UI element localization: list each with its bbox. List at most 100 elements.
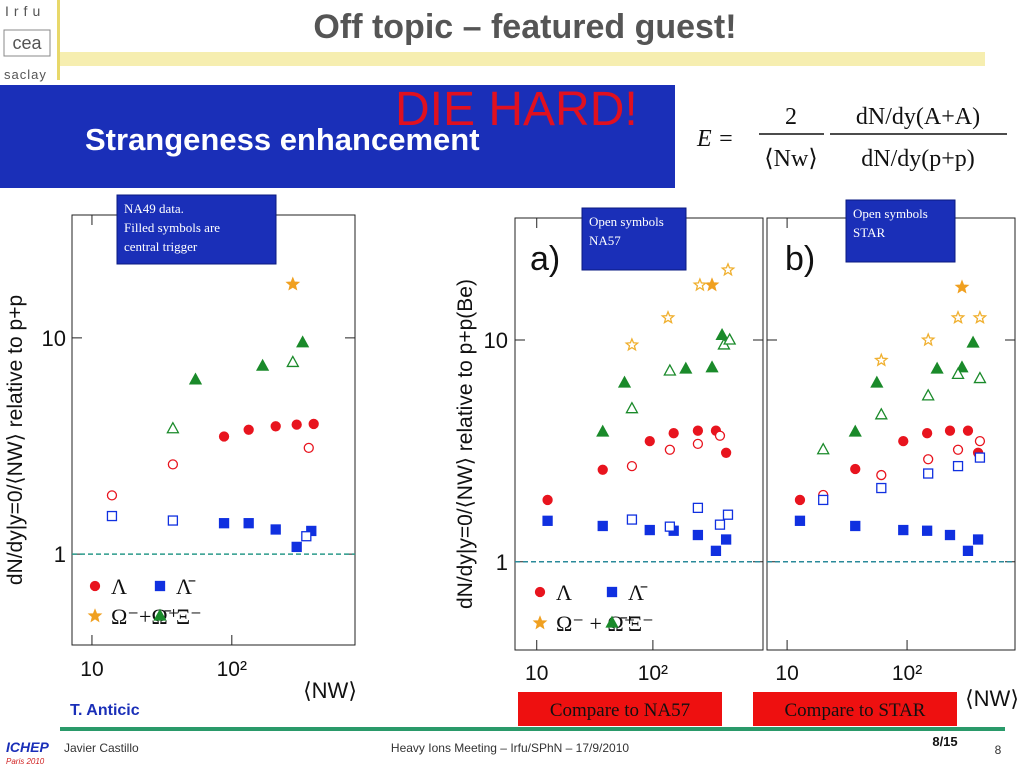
marker xyxy=(950,310,966,325)
note-box xyxy=(116,194,277,265)
marker xyxy=(715,327,729,340)
marker xyxy=(692,438,704,450)
marker xyxy=(720,447,732,458)
marker xyxy=(664,521,676,532)
button[interactable] xyxy=(753,692,957,726)
marker xyxy=(679,361,693,374)
marker xyxy=(944,425,956,436)
x-tick-label: 10 xyxy=(80,658,103,681)
marker xyxy=(617,375,632,388)
footer-event: Heavy Ions Meeting – Irfu/SPhN – 17/9/20… xyxy=(391,741,629,755)
footer-logo-sub: Paris 2010 xyxy=(6,757,45,766)
banner-title: Strangeness enhancement xyxy=(85,122,480,157)
marker xyxy=(218,431,230,442)
x-tick-label: 10² xyxy=(892,662,922,685)
marker xyxy=(921,428,933,439)
banner xyxy=(0,85,675,188)
marker xyxy=(962,425,974,436)
marker xyxy=(952,444,964,455)
x-axis-label: ⟨NW⟩ xyxy=(303,678,357,703)
legend-label: Λ xyxy=(556,580,572,605)
note-line: central trigger xyxy=(124,239,198,254)
x-tick-label: 10² xyxy=(638,662,668,685)
legend-label: Ω⁻+Ω̄⁺ xyxy=(111,604,179,629)
legend-label: Λ̄ xyxy=(628,580,648,605)
formula-num: dN/dy(A+A) xyxy=(856,104,980,130)
marker xyxy=(301,531,312,542)
marker xyxy=(644,435,655,447)
marker xyxy=(692,502,704,514)
footer-number: 8 xyxy=(995,743,1002,757)
header-stripe xyxy=(60,52,985,66)
marker xyxy=(974,435,986,447)
marker xyxy=(870,375,884,388)
marker xyxy=(626,514,638,525)
y-tick-label: 1 xyxy=(496,550,508,575)
note-box xyxy=(581,207,687,271)
marker xyxy=(243,424,254,435)
legend-marker xyxy=(606,586,618,598)
marker xyxy=(188,372,203,385)
marker xyxy=(270,421,281,432)
marker xyxy=(951,367,965,380)
legend-label: Ξ⁻ xyxy=(628,611,654,636)
y-axis-label: dN/dy|y=0/⟨NW⟩ relative to p+p xyxy=(4,295,27,585)
marker xyxy=(816,442,830,455)
button[interactable] xyxy=(518,692,722,726)
formula-den: dN/dy(p+p) xyxy=(861,146,975,172)
chart: 10 10² b) ⟨NW⟩ Open symbols STAR xyxy=(766,199,1019,711)
marker xyxy=(692,529,704,541)
note-line: Open symbols xyxy=(853,206,928,221)
marker xyxy=(218,518,230,529)
marker xyxy=(626,460,638,472)
marker xyxy=(664,444,676,455)
marker xyxy=(920,332,936,347)
y-axis-label: dN/dy|y=0/⟨NW⟩ relative to p+p(Be) xyxy=(454,279,477,609)
marker xyxy=(106,490,118,501)
marker xyxy=(972,310,988,325)
panel-label: b) xyxy=(785,240,815,278)
marker xyxy=(720,262,736,277)
formula-den: ⟨Nw⟩ xyxy=(764,146,817,172)
marker xyxy=(167,515,179,526)
marker xyxy=(722,509,734,520)
chart: 1 10 10 10² Λ Λ̄ Ω⁻+Ω̄⁺Ξ⁻ ⟨NW⟩ dN/dy|y=0/⟨NW⟩ re… xyxy=(4,194,357,703)
x-tick-label: 10² xyxy=(217,658,247,681)
marker xyxy=(848,424,862,437)
footer-logo: ICHEP xyxy=(6,739,49,755)
legend-marker xyxy=(87,608,103,623)
note-line: NA57 xyxy=(589,233,621,248)
logo-mid: cea xyxy=(12,33,42,53)
marker xyxy=(296,335,310,348)
formula-lhs: E = xyxy=(696,126,734,152)
marker xyxy=(876,469,887,481)
panel-label: a) xyxy=(530,240,560,278)
legend-label: Λ xyxy=(111,574,127,599)
formula-num: 2 xyxy=(785,104,797,130)
marker xyxy=(972,534,984,545)
button-label[interactable]: Compare to NA57 xyxy=(550,700,690,721)
marker xyxy=(167,459,179,470)
plot-frame xyxy=(766,217,1016,651)
marker xyxy=(692,277,708,292)
marker xyxy=(898,435,909,447)
footer-author: Javier Castillo xyxy=(64,741,139,755)
button-label[interactable]: Compare to STAR xyxy=(785,700,926,721)
marker xyxy=(166,421,180,434)
marker xyxy=(974,452,986,463)
legend-marker xyxy=(532,615,548,630)
marker xyxy=(644,524,655,536)
marker xyxy=(668,428,679,439)
marker xyxy=(270,524,281,535)
marker xyxy=(106,510,118,522)
footer-line xyxy=(60,727,1005,731)
overlay-text: DIE HARD! xyxy=(395,83,638,136)
y-tick-label: 10 xyxy=(484,328,508,353)
legend-label: Λ̄ xyxy=(176,574,196,599)
marker xyxy=(923,454,934,465)
credit: T. Anticic xyxy=(70,702,140,719)
marker xyxy=(873,352,889,367)
logo-divider xyxy=(57,0,60,80)
chart: 1 10 10 10² Λ Λ̄ Ω⁻ + Ω̄⁺Ξ⁻ a) dN/dy|y=0/⟨NW⟩ re… xyxy=(454,207,764,685)
